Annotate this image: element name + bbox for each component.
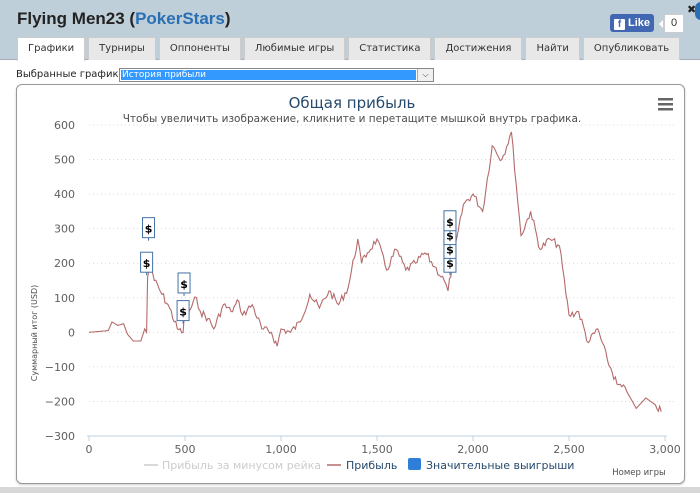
legend-item-big-wins[interactable]: Значительные выигрыши — [426, 459, 574, 472]
svg-text:$: $ — [143, 257, 151, 270]
big-win-flag[interactable]: $ — [443, 210, 457, 234]
y-tick-label: −200 — [45, 395, 75, 408]
y-tick-label: 200 — [54, 257, 75, 270]
svg-text:$: $ — [180, 278, 188, 291]
y-axis-ticks: 600 500 400 300 200 100 0 −100 −200 −300 — [45, 119, 75, 443]
svg-text:$: $ — [446, 243, 454, 256]
graph-select[interactable]: История прибыли ⌵ — [119, 68, 434, 82]
menu-icon[interactable] — [658, 98, 673, 111]
y-tick-label: 500 — [54, 154, 75, 167]
legend-item-profit[interactable]: Прибыль — [346, 459, 397, 472]
y-axis-label: Суммарный итог (USD) — [30, 285, 39, 382]
facebook-like-button[interactable]: f Like — [610, 14, 654, 32]
big-win-flag[interactable]: $ — [177, 272, 191, 296]
x-tick-label: 500 — [175, 443, 196, 456]
chart-legend: Прибыль за минусом рейка Прибыль Значите… — [144, 458, 574, 472]
tab-statistics[interactable]: Статистика — [348, 37, 432, 60]
y-tick-label: 400 — [54, 188, 75, 201]
bottom-bar — [0, 487, 700, 493]
y-tick-label: 100 — [54, 292, 75, 305]
chart-grid — [87, 124, 675, 437]
chart-container[interactable]: Общая прибыль Чтобы увеличить изображени… — [16, 84, 685, 484]
svg-text:$: $ — [446, 257, 454, 270]
svg-text:$: $ — [179, 306, 187, 319]
big-win-flag[interactable]: $ — [140, 251, 154, 276]
y-tick-label: −100 — [45, 361, 75, 374]
facebook-icon: f — [614, 19, 625, 30]
y-tick-label: 0 — [68, 326, 75, 339]
tab-opponents[interactable]: Оппоненты — [158, 37, 241, 60]
svg-text:$: $ — [145, 223, 153, 236]
x-tick-label: 0 — [86, 443, 93, 456]
chart-subtitle: Чтобы увеличить изображение, кликните и … — [123, 113, 582, 125]
profit-chart[interactable]: Общая прибыль Чтобы увеличить изображени… — [17, 85, 686, 485]
y-tick-label: −300 — [45, 430, 75, 443]
x-tick-label: 1,500 — [361, 443, 393, 456]
y-tick-label: 600 — [54, 119, 75, 132]
header-bar: Flying Men23 (PokerStars) f Like 0 ✖ Граф… — [0, 0, 700, 61]
tab-find[interactable]: Найти — [525, 37, 580, 60]
tab-tournaments[interactable]: Турниры — [88, 37, 156, 60]
svg-text:$: $ — [446, 216, 454, 229]
svg-text:$: $ — [446, 230, 454, 243]
chart-title: Общая прибыль — [289, 94, 416, 112]
y-tick-label: 300 — [54, 223, 75, 236]
profit-line[interactable] — [88, 131, 662, 413]
tab-achievements[interactable]: Достижения — [434, 37, 523, 60]
big-win-flag[interactable]: $ — [142, 217, 156, 241]
player-name: Flying Men23 — [17, 9, 125, 28]
site-link[interactable]: PokerStars — [135, 9, 225, 28]
tab-graphs[interactable]: Графики — [17, 37, 86, 61]
x-tick-label: 1,000 — [265, 443, 297, 456]
graph-selector-label: Выбранные графики: — [16, 69, 129, 80]
close-icon[interactable]: ✖ — [687, 3, 697, 16]
x-tick-label: 3,000 — [649, 443, 681, 456]
tab-favorite-games[interactable]: Любимые игры — [243, 37, 346, 60]
x-axis-ticks: 0 500 1,000 1,500 2,000 2,500 3,000 — [86, 436, 681, 456]
scroll-indicator — [695, 2, 700, 20]
x-tick-label: 2,000 — [457, 443, 489, 456]
big-win-flag[interactable]: $ — [176, 300, 190, 324]
tab-publish[interactable]: Опубликовать — [582, 37, 681, 60]
page-title: Flying Men23 (PokerStars) — [17, 9, 231, 28]
graph-select-value: История прибыли — [121, 70, 416, 80]
x-tick-label: 2,500 — [553, 443, 585, 456]
like-count: 0 — [659, 14, 684, 33]
chevron-down-icon[interactable]: ⌵ — [417, 69, 433, 81]
tab-bar: Графики Турниры Оппоненты Любимые игры С… — [17, 37, 683, 61]
big-wins-flags[interactable]: $$$$$$$$ — [140, 210, 457, 324]
legend-item-net-profit[interactable]: Прибыль за минусом рейка — [162, 459, 321, 472]
x-axis-label: Номер игры — [612, 468, 665, 478]
